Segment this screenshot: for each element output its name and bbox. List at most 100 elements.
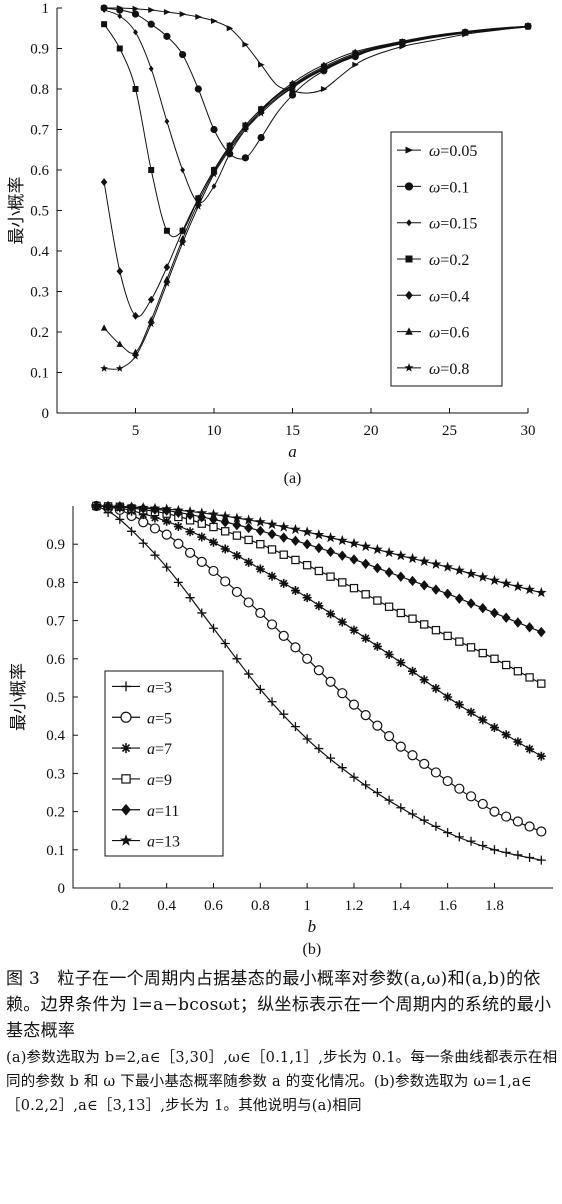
data-point	[461, 29, 470, 37]
data-point	[302, 734, 312, 744]
data-point	[443, 631, 452, 641]
data-point	[536, 626, 546, 638]
data-point	[163, 9, 171, 16]
data-point	[372, 788, 382, 797]
data-point	[243, 514, 254, 525]
data-point	[466, 707, 476, 717]
data-point	[195, 194, 202, 203]
data-point	[132, 5, 140, 12]
legend-entry: a=3	[147, 679, 172, 696]
data-point	[326, 546, 335, 558]
data-point	[147, 319, 156, 328]
data-point	[349, 583, 359, 593]
data-point	[396, 571, 406, 582]
legend-entry: ω=0.1	[429, 179, 469, 196]
data-point	[258, 61, 265, 68]
data-point	[489, 806, 500, 817]
y-axis-label: 最小概率	[9, 663, 29, 731]
data-point	[173, 522, 183, 532]
data-point	[148, 7, 155, 14]
data-point	[208, 565, 219, 577]
legend-marker	[121, 681, 131, 692]
legend-entry: a=13	[147, 834, 180, 851]
caption-main: 图 3 粒子在一个周期内占据基态的最小概率对参数(a,ω)和(a,b)的依赖。边…	[6, 969, 552, 1041]
data-point	[241, 125, 250, 133]
data-point	[179, 50, 187, 59]
data-point	[91, 500, 102, 511]
data-point	[279, 578, 289, 588]
data-point	[489, 574, 500, 586]
data-point	[525, 744, 535, 754]
data-point	[352, 61, 359, 68]
data-point	[336, 534, 348, 546]
x-tick-label: 1.8	[485, 898, 504, 914]
data-point	[267, 571, 277, 581]
data-point	[454, 783, 465, 794]
data-point	[267, 697, 277, 707]
data-point	[179, 11, 187, 18]
y-tick-label: 0.9	[46, 537, 65, 553]
data-point	[278, 630, 289, 641]
data-point	[100, 178, 108, 187]
data-point	[173, 577, 183, 587]
legend-marker	[405, 290, 413, 300]
data-point	[431, 821, 441, 831]
y-tick-label: 0.4	[30, 244, 49, 260]
data-point	[418, 555, 430, 566]
legend-marker	[404, 182, 414, 191]
data-point	[489, 845, 499, 855]
data-point	[372, 562, 382, 574]
y-tick-label: 0.3	[30, 285, 49, 301]
data-point	[373, 596, 382, 605]
data-point	[180, 167, 185, 173]
data-point	[360, 710, 371, 721]
data-point	[266, 518, 278, 530]
data-point	[384, 602, 394, 611]
data-point	[164, 118, 170, 125]
data-point	[225, 145, 234, 154]
data-point	[161, 529, 172, 540]
legend-entry: ω=0.05	[429, 143, 477, 160]
legend-marker	[405, 327, 413, 335]
legend-marker	[404, 363, 414, 372]
data-point	[278, 521, 290, 532]
y-tick-label: 0.9	[30, 42, 49, 58]
data-point	[231, 512, 243, 523]
data-point	[314, 542, 324, 554]
x-tick-label: 0.8	[251, 898, 270, 914]
data-point	[419, 580, 429, 591]
data-point	[349, 554, 359, 565]
data-point	[384, 650, 394, 659]
data-point	[396, 803, 406, 813]
data-point	[232, 531, 242, 540]
legend-entry: a=7	[147, 741, 172, 758]
data-point	[197, 608, 207, 618]
data-point	[501, 811, 512, 822]
data-point	[194, 85, 202, 93]
data-point	[349, 625, 359, 635]
data-point	[241, 154, 249, 162]
data-point	[513, 850, 523, 860]
legend-entry: a=5	[147, 710, 172, 727]
y-tick-label: 0.3	[46, 766, 65, 782]
data-point	[184, 506, 196, 517]
data-point	[431, 584, 441, 595]
x-tick-label: 0.6	[204, 898, 223, 914]
data-point	[100, 364, 108, 372]
data-point	[349, 772, 359, 782]
data-point	[478, 648, 487, 658]
data-point	[524, 22, 532, 31]
data-point	[443, 692, 453, 702]
data-point	[513, 737, 523, 747]
data-point	[211, 183, 217, 190]
data-point	[244, 535, 253, 545]
data-point	[351, 51, 360, 60]
data-point	[101, 7, 107, 14]
data-point	[443, 588, 453, 600]
data-point	[302, 593, 312, 603]
data-point	[512, 580, 524, 592]
data-point	[313, 665, 324, 676]
data-point	[184, 547, 196, 558]
data-point	[147, 295, 155, 304]
y-tick-label: 1	[42, 1, 50, 17]
